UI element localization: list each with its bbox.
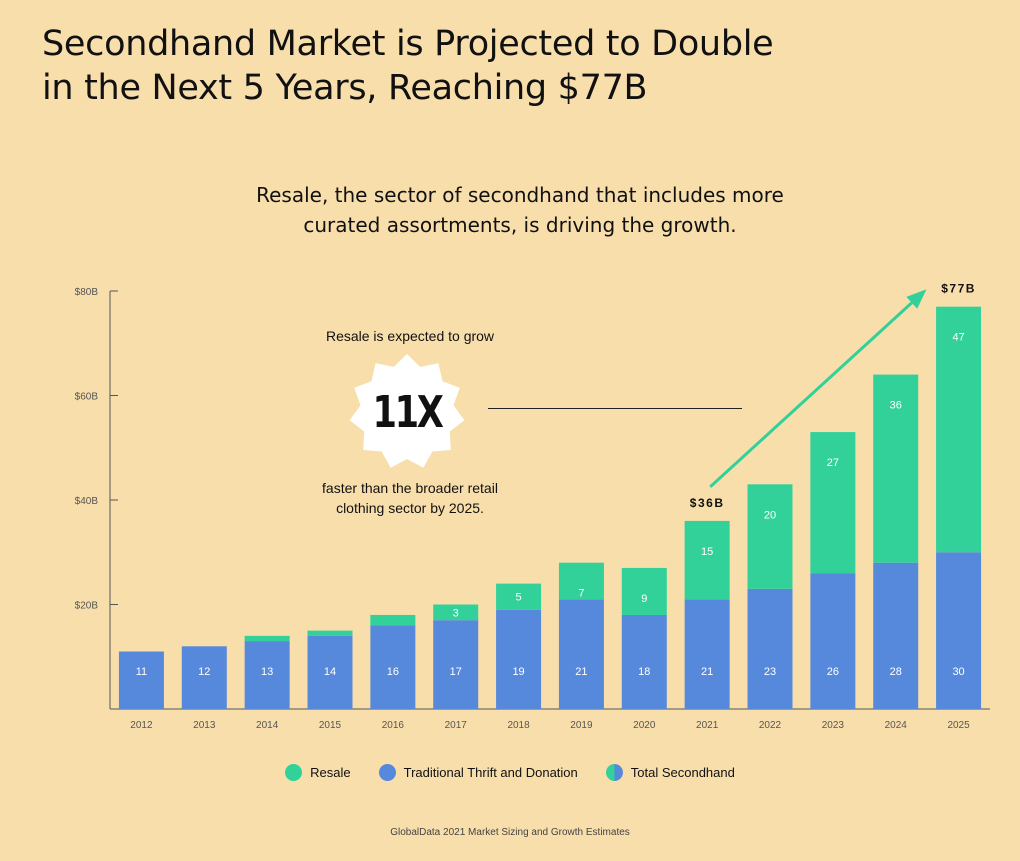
data-label-resale: 7 [578, 588, 584, 600]
bar-resale [370, 614, 416, 626]
x-tick-label: 2014 [256, 720, 279, 731]
data-label-thrift: 23 [764, 666, 776, 678]
subtitle-line-2: curated assortments, is driving the grow… [303, 213, 737, 237]
x-tick-label: 2023 [822, 720, 845, 731]
x-tick-label: 2015 [319, 720, 342, 731]
data-label-thrift: 21 [575, 666, 587, 678]
bar-thrift [433, 620, 479, 709]
bar-thrift [370, 625, 416, 709]
chart-subtitle: Resale, the sector of secondhand that in… [200, 180, 840, 240]
x-tick-label: 2020 [633, 720, 656, 731]
data-label-thrift: 21 [701, 666, 713, 678]
x-tick-label: 2016 [382, 720, 405, 731]
bar-thrift [684, 599, 730, 709]
total-callout: $36B [690, 496, 725, 510]
x-tick-label: 2018 [507, 720, 530, 731]
y-tick-label: $80B [75, 287, 99, 298]
bar-thrift [496, 609, 542, 709]
data-label-thrift: 17 [450, 666, 462, 678]
legend-label-resale: Resale [310, 764, 351, 780]
legend-item-thrift: Traditional Thrift and Donation [378, 763, 578, 781]
data-label-thrift: 14 [324, 666, 336, 678]
annotation-bottom: faster than the broader retail clothing … [290, 478, 530, 518]
legend-item-total: Total Secondhand [605, 763, 735, 781]
annotation-bottom-line-2: clothing sector by 2025. [336, 500, 484, 516]
data-label-resale: 5 [516, 592, 522, 604]
title-line-1: Secondhand Market is Projected to Double [42, 24, 774, 64]
x-tick-label: 2012 [130, 720, 153, 731]
badge-starburst-icon [349, 354, 465, 468]
bar-resale [307, 630, 353, 636]
legend-swatch-resale [285, 763, 303, 781]
subtitle-line-1: Resale, the sector of secondhand that in… [256, 183, 784, 207]
bar-chart: $20B$40B$60B$80B112012122013132014142015… [75, 282, 990, 731]
x-tick-label: 2019 [570, 720, 593, 731]
x-tick-label: 2017 [445, 720, 468, 731]
bar-thrift [810, 573, 856, 709]
bar-resale [244, 635, 290, 642]
bar-thrift [307, 635, 353, 709]
data-label-resale: 27 [827, 457, 839, 469]
bar-thrift [181, 646, 227, 709]
source-note: GlobalData 2021 Market Sizing and Growth… [390, 827, 630, 838]
legend-label-total: Total Secondhand [630, 764, 735, 780]
x-tick-label: 2024 [885, 720, 908, 731]
bar-resale [496, 583, 542, 610]
title-line-2: in the Next 5 Years, Reaching $77B [42, 68, 648, 108]
data-label-resale: 20 [764, 509, 776, 521]
legend-label-thrift: Traditional Thrift and Donation [403, 764, 578, 780]
bar-resale [433, 604, 479, 621]
bar-resale [936, 306, 982, 553]
data-label-thrift: 30 [952, 666, 964, 678]
legend-item-resale: Resale [285, 763, 351, 781]
legend-swatch-total [605, 763, 623, 781]
annotation-bottom-line-1: faster than the broader retail [322, 480, 498, 496]
data-label-thrift: 26 [827, 666, 839, 678]
bar-thrift [244, 641, 290, 709]
data-label-thrift: 18 [638, 666, 650, 678]
data-label-thrift: 13 [261, 666, 273, 678]
y-tick-label: $60B [75, 392, 99, 403]
x-tick-label: 2013 [193, 720, 216, 731]
bar-thrift [558, 599, 604, 709]
badge-text: 11X [372, 386, 444, 438]
bar-resale [558, 562, 604, 600]
bar-resale [747, 484, 793, 589]
x-tick-label: 2021 [696, 720, 719, 731]
growth-arrow-head-icon [906, 289, 927, 309]
data-label-thrift: 16 [387, 666, 399, 678]
chart-title: Secondhand Market is Projected to Double… [42, 22, 942, 110]
growth-badge: 11X [348, 353, 466, 471]
bar-thrift [873, 562, 919, 709]
data-label-thrift: 19 [512, 666, 524, 678]
legend-swatch-thrift [378, 763, 396, 781]
x-tick-label: 2022 [759, 720, 782, 731]
data-label-resale: 47 [952, 332, 964, 344]
data-label-thrift: 12 [198, 666, 210, 678]
growth-arrow-line [709, 290, 926, 488]
bar-resale [621, 567, 667, 615]
data-label-thrift: 28 [890, 666, 902, 678]
bar-thrift [621, 614, 667, 709]
chart-legend: Resale Traditional Thrift and Donation T… [0, 760, 1020, 784]
data-label-thrift: 11 [136, 666, 147, 678]
data-label-resale: 9 [641, 593, 647, 605]
annotation-top: Resale is expected to grow [325, 328, 495, 344]
data-label-resale: 36 [890, 400, 902, 412]
bar-resale [810, 432, 856, 574]
y-tick-label: $40B [75, 496, 99, 507]
x-tick-label: 2025 [947, 720, 970, 731]
bar-thrift [936, 552, 982, 709]
bar-resale [684, 520, 730, 600]
y-tick-label: $20B [75, 601, 99, 612]
data-label-resale: 15 [701, 546, 713, 558]
bar-resale [873, 374, 919, 563]
annotation-connector-line [488, 408, 742, 409]
data-label-resale: 3 [453, 607, 459, 619]
bar-thrift [118, 651, 164, 709]
bar-thrift [747, 588, 793, 709]
total-callout: $77B [941, 282, 976, 296]
